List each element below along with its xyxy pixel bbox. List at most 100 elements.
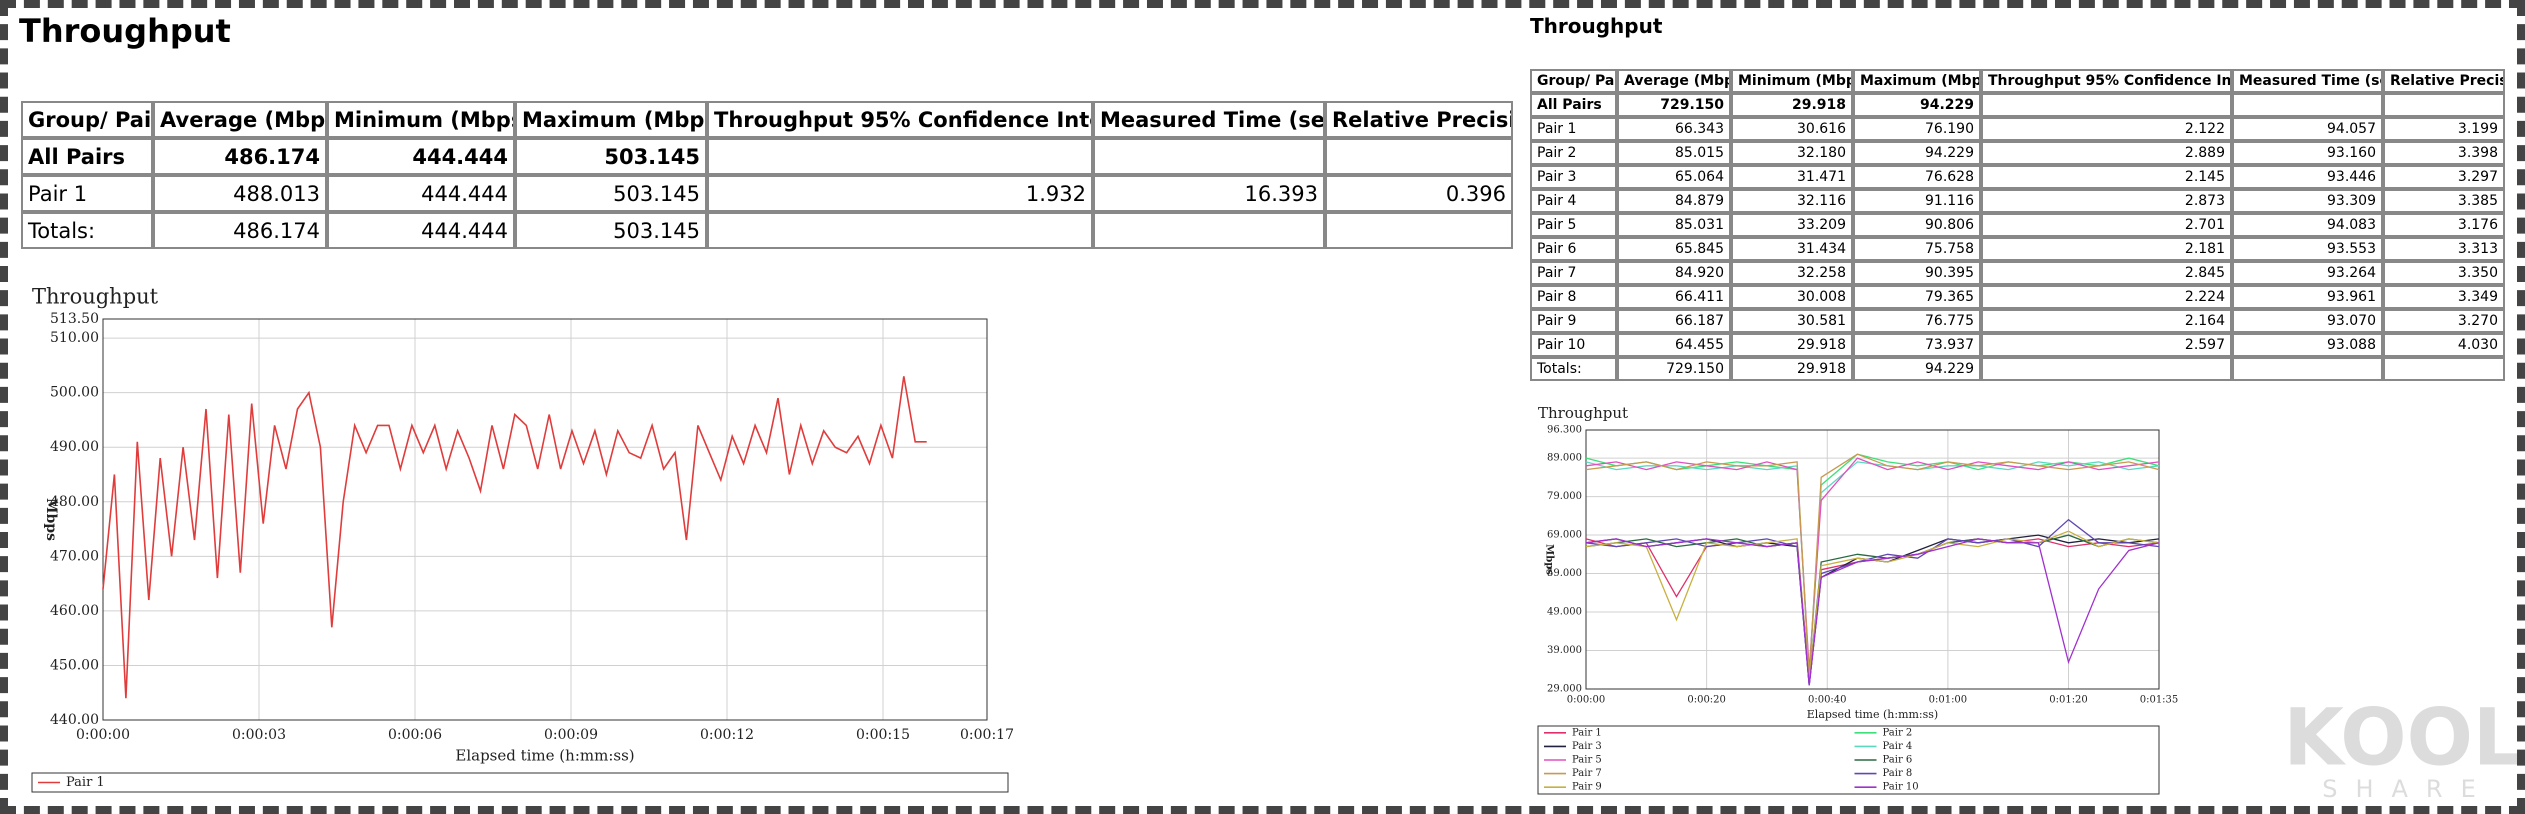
table-cell <box>1325 138 1513 175</box>
table-cell: 94.083 <box>2232 213 2383 237</box>
table-cell <box>1981 357 2232 381</box>
y-tick-label: 470.00 <box>50 548 99 564</box>
y-tick-label: 450.00 <box>50 657 99 673</box>
watermark-sub: SHARE <box>2322 775 2494 803</box>
table-cell: 2.181 <box>1981 237 2232 261</box>
table-cell: 76.775 <box>1853 309 1981 333</box>
table-cell: 93.961 <box>2232 285 2383 309</box>
y-tick-label: 510.00 <box>50 330 99 346</box>
table-cell: 1.932 <box>707 175 1093 212</box>
table-header: Throughput 95% Confidence Interval <box>1981 69 2232 93</box>
table-cell: 444.444 <box>327 138 515 175</box>
table-cell: 33.209 <box>1731 213 1853 237</box>
data-line <box>1585 518 2160 686</box>
table-header: Relative Precision <box>2383 69 2505 93</box>
data-line <box>1585 457 2160 670</box>
table-cell: 2.889 <box>1981 141 2232 165</box>
y-tick-label: 513.50 <box>50 311 99 327</box>
y-tick-label: 29.000 <box>1547 684 1582 695</box>
table-header: Measured Time (secs) <box>2232 69 2383 93</box>
legend-label: Pair 1 <box>66 775 105 790</box>
legend-label: Pair 6 <box>1883 755 1913 766</box>
table-header: Throughput 95% Confidence Interval <box>707 101 1093 138</box>
table-cell: 93.553 <box>2232 237 2383 261</box>
x-tick-label: 0:01:35 <box>2140 695 2179 706</box>
table-cell: 93.446 <box>2232 165 2383 189</box>
table-cell: 66.187 <box>1617 309 1731 333</box>
table-cell: 3.176 <box>2383 213 2505 237</box>
table-cell: 503.145 <box>515 175 707 212</box>
table-cell: 79.365 <box>1853 285 1981 309</box>
y-tick-label: 39.000 <box>1547 645 1582 656</box>
table-cell: 29.918 <box>1731 357 1853 381</box>
table-cell: 2.845 <box>1981 261 2232 285</box>
table-cell: All Pairs <box>21 138 153 175</box>
table-cell: 85.015 <box>1617 141 1731 165</box>
table-cell <box>1093 138 1325 175</box>
table-cell: 85.031 <box>1617 213 1731 237</box>
table-cell: 0.396 <box>1325 175 1513 212</box>
legend-label: Pair 10 <box>1883 782 1919 793</box>
table-cell: 84.879 <box>1617 189 1731 213</box>
table-cell: 3.385 <box>2383 189 2505 213</box>
table-cell <box>2383 357 2505 381</box>
y-tick-label: 500.00 <box>50 385 99 401</box>
x-tick-label: 0:00:40 <box>1808 695 1847 706</box>
data-line <box>1585 530 2160 682</box>
y-tick-label: 69.000 <box>1547 530 1582 541</box>
chart-title: Throughput <box>1538 404 1628 422</box>
table-cell: 3.350 <box>2383 261 2505 285</box>
table-cell: 729.150 <box>1617 357 1731 381</box>
plot-frame <box>102 318 988 721</box>
table-header: Maximum (Mbps) <box>515 101 707 138</box>
table-cell: 65.064 <box>1617 165 1731 189</box>
table-cell: 93.264 <box>2232 261 2383 285</box>
table-cell: 3.349 <box>2383 285 2505 309</box>
legend-label: Pair 8 <box>1883 768 1913 779</box>
y-tick-label: 96.300 <box>1547 425 1582 436</box>
charts: Throughput 440.00 450.00 460.00 470.00 480.00… <box>31 285 2517 803</box>
table-header: Relative Precision <box>1325 101 1513 138</box>
table-cell: 90.395 <box>1853 261 1981 285</box>
data-line <box>1585 453 2160 674</box>
table-cell: 30.008 <box>1731 285 1853 309</box>
legend-label: Pair 4 <box>1883 741 1913 752</box>
table-cell: Totals: <box>21 212 153 249</box>
table-cell: 66.343 <box>1617 117 1731 141</box>
table-cell: Pair 5 <box>1530 213 1617 237</box>
table-cell: 2.873 <box>1981 189 2232 213</box>
table-header: Measured Time (secs) <box>1093 101 1325 138</box>
table-cell: 3.398 <box>2383 141 2505 165</box>
table-cell <box>707 212 1093 249</box>
table-header: Average (Mbps) <box>1617 69 1731 93</box>
table-cell: 76.190 <box>1853 117 1981 141</box>
table-cell: 486.174 <box>153 212 327 249</box>
y-tick-label: 79.000 <box>1547 491 1582 502</box>
chart-title: Throughput <box>32 285 159 309</box>
table-cell: 3.270 <box>2383 309 2505 333</box>
table-cell: 31.434 <box>1731 237 1853 261</box>
table-cell: 93.309 <box>2232 189 2383 213</box>
table-cell: 444.444 <box>327 212 515 249</box>
legend-label: Pair 3 <box>1572 741 1602 752</box>
table-header: Group/ Pair <box>21 101 153 138</box>
table-cell: 75.758 <box>1853 237 1981 261</box>
table-cell <box>1325 212 1513 249</box>
legend-label: Pair 9 <box>1572 782 1602 793</box>
x-tick-label: 0:01:00 <box>1929 695 1968 706</box>
table-cell: 32.258 <box>1731 261 1853 285</box>
table-cell: 29.918 <box>1731 333 1853 357</box>
table-cell: 486.174 <box>153 138 327 175</box>
x-tick-label: 0:00:20 <box>1687 695 1726 706</box>
table-cell: Pair 3 <box>1530 165 1617 189</box>
table-cell: 729.150 <box>1617 93 1731 117</box>
legend-box <box>1537 725 2160 795</box>
data-line <box>102 376 927 699</box>
table-header: Group/ Pair <box>1530 69 1617 93</box>
table-cell: 3.199 <box>2383 117 2505 141</box>
data-line <box>1585 538 2160 686</box>
table-cell: Pair 4 <box>1530 189 1617 213</box>
x-tick-label: 0:00:03 <box>232 727 286 743</box>
table-cell: 31.471 <box>1731 165 1853 189</box>
table-cell: 2.597 <box>1981 333 2232 357</box>
